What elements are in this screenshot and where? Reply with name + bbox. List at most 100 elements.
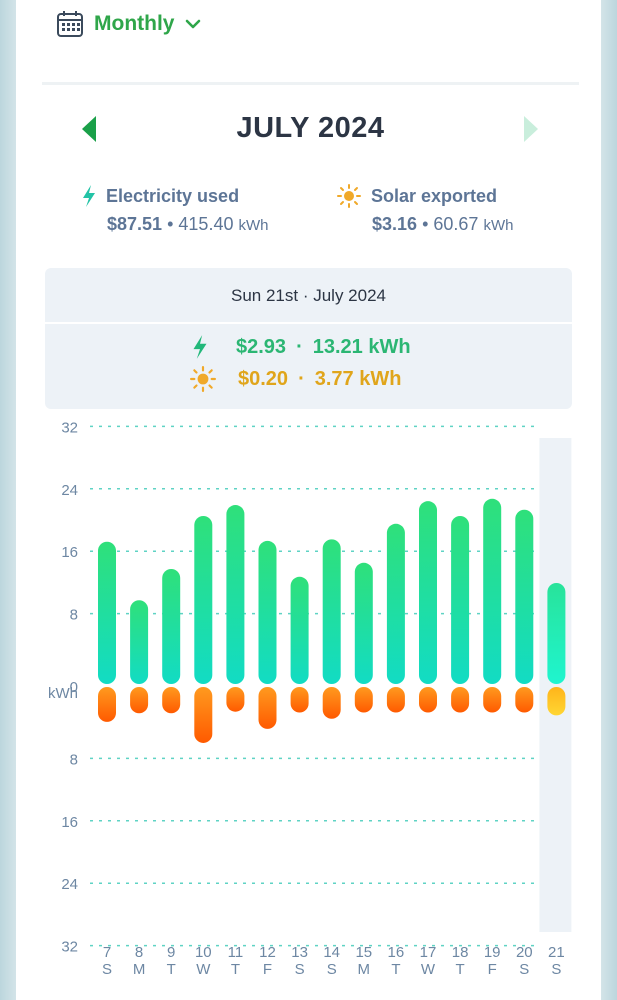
solar-bar[interactable] xyxy=(162,687,181,714)
usage-bar[interactable] xyxy=(386,523,405,684)
usage-bar[interactable] xyxy=(290,576,309,684)
solar-bar[interactable] xyxy=(547,687,566,716)
usage-bar[interactable] xyxy=(515,509,534,684)
electricity-cost: $87.51 xyxy=(107,214,163,234)
solar-bar[interactable] xyxy=(98,687,116,722)
usage-bar[interactable] xyxy=(258,540,277,684)
usage-bar[interactable] xyxy=(322,539,341,684)
solar-cost: $3.16 xyxy=(372,214,418,234)
y-tick-label: 16 xyxy=(61,814,78,831)
solar-bar[interactable] xyxy=(290,687,309,713)
solar-bar[interactable] xyxy=(483,687,502,713)
x-tick-day: 11 xyxy=(228,944,244,961)
x-tick-day: 21 xyxy=(548,944,565,961)
x-tick-day: 9 xyxy=(167,944,175,961)
y-axis-unit: kWh xyxy=(48,685,78,702)
usage-bar[interactable] xyxy=(226,505,245,684)
x-tick-weekday: S xyxy=(295,961,305,978)
solar-energy: 60.67 xyxy=(433,214,479,234)
usage-bar[interactable] xyxy=(547,582,566,684)
selected-day-usage-energy: 13.21 kWh xyxy=(312,335,411,358)
x-tick-weekday: S xyxy=(519,961,529,978)
x-tick-weekday: T xyxy=(391,961,400,978)
main-card xyxy=(16,0,601,1000)
y-tick-label: 0 xyxy=(70,679,78,696)
electricity-separator: • xyxy=(167,214,174,234)
selected-day-usage: $2.93 · 13.21 kWh xyxy=(190,334,411,360)
usage-bar[interactable] xyxy=(194,515,213,684)
x-tick-weekday: M xyxy=(358,961,371,978)
solar-bar[interactable] xyxy=(258,687,277,729)
x-tick-weekday: S xyxy=(551,961,561,978)
selected-day-highlight xyxy=(539,438,572,932)
solar-bar[interactable] xyxy=(226,687,245,712)
selected-day-usage-separator: · xyxy=(296,335,303,358)
solar-bar[interactable] xyxy=(194,687,213,743)
calendar-icon xyxy=(57,11,83,37)
solar-title: Solar exported xyxy=(371,185,498,206)
solar-bar[interactable] xyxy=(419,687,437,713)
electricity-unit: kWh xyxy=(238,217,269,234)
solar-unit: kWh xyxy=(483,217,514,234)
x-tick-day: 10 xyxy=(195,944,212,961)
x-tick-day: 16 xyxy=(388,944,405,961)
solar-bar[interactable] xyxy=(130,687,149,714)
solar-bar[interactable] xyxy=(515,687,534,713)
period-selector[interactable]: Monthly xyxy=(56,10,202,38)
x-tick-weekday: F xyxy=(488,961,497,978)
usage-bar[interactable] xyxy=(419,501,437,684)
solar-bar[interactable] xyxy=(386,687,405,713)
x-tick-weekday: T xyxy=(456,961,465,978)
x-tick-weekday: W xyxy=(421,961,436,978)
usage-bar[interactable] xyxy=(354,562,373,684)
x-tick-day: 18 xyxy=(452,944,469,961)
period-label: Monthly xyxy=(94,12,175,35)
solar-bar[interactable] xyxy=(322,687,341,719)
electricity-summary: Electricity used $87.51 • 415.40 kWh xyxy=(80,184,268,235)
previous-month-button[interactable] xyxy=(80,114,100,148)
x-tick-day: 19 xyxy=(484,944,501,961)
x-tick-weekday: W xyxy=(196,961,211,978)
selected-day-panel: Sun 21st · July 2024 $2.93 · 13.21 kWh $… xyxy=(45,268,572,409)
usage-bar[interactable] xyxy=(162,569,181,684)
solar-separator: • xyxy=(422,214,429,234)
chevron-left-icon xyxy=(82,116,96,142)
x-tick-weekday: T xyxy=(167,961,176,978)
usage-bar[interactable] xyxy=(483,498,502,684)
chevron-right-icon xyxy=(524,116,538,142)
x-tick-day: 20 xyxy=(516,944,533,961)
x-tick-weekday: S xyxy=(327,961,337,978)
x-tick-day: 12 xyxy=(259,944,276,961)
y-tick-label: 32 xyxy=(61,939,78,956)
selected-day-solar: $0.20 · 3.77 kWh xyxy=(190,366,401,392)
y-tick-label: 8 xyxy=(70,751,78,768)
solar-bar[interactable] xyxy=(451,687,470,713)
electricity-energy: 415.40 xyxy=(178,214,234,234)
next-month-button[interactable] xyxy=(520,114,540,148)
usage-bar[interactable] xyxy=(130,600,149,684)
x-tick-weekday: F xyxy=(263,961,272,978)
y-tick-label: 8 xyxy=(70,607,78,624)
x-tick-weekday: M xyxy=(133,961,146,978)
selected-day-divider xyxy=(45,322,572,324)
x-tick-day: 17 xyxy=(420,944,437,961)
y-tick-label: 24 xyxy=(61,876,78,893)
x-tick-day: 15 xyxy=(355,944,372,961)
lightning-icon xyxy=(83,185,95,207)
month-navigation: JULY 2024 xyxy=(42,100,579,160)
x-tick-day: 13 xyxy=(291,944,308,961)
x-tick-weekday: T xyxy=(231,961,240,978)
header-divider xyxy=(42,82,579,85)
lightning-icon xyxy=(193,335,207,359)
usage-bar[interactable] xyxy=(451,515,470,684)
solar-bar[interactable] xyxy=(354,687,373,713)
solar-summary: Solar exported $3.16 • 60.67 kWh xyxy=(337,184,513,235)
selected-day-usage-cost: $2.93 xyxy=(236,335,287,358)
month-title: JULY 2024 xyxy=(236,112,385,144)
y-tick-label: 16 xyxy=(61,544,78,561)
usage-bar[interactable] xyxy=(98,541,116,684)
y-tick-label: 24 xyxy=(61,482,78,499)
selected-day-solar-energy: 3.77 kWh xyxy=(314,367,402,390)
selected-day-date: Sun 21st · July 2024 xyxy=(231,286,386,305)
